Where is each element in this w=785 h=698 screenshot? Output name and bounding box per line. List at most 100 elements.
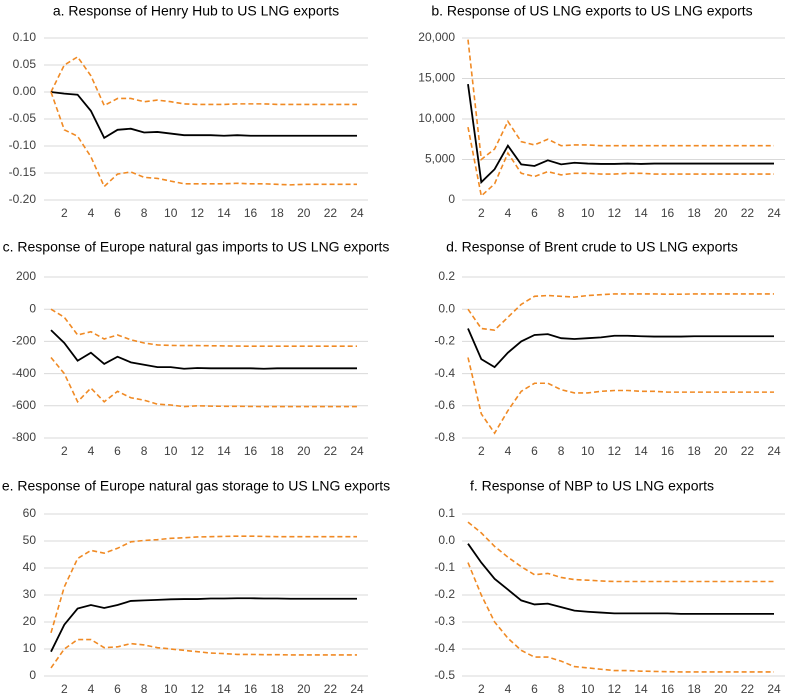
x-tick-label: 6 — [531, 206, 538, 220]
series-line — [50, 356, 357, 408]
x-tick-label: 18 — [687, 682, 701, 696]
x-tick-label: 10 — [581, 444, 595, 458]
x-tick-label: 14 — [634, 206, 648, 220]
x-tick-label: 2 — [478, 682, 485, 696]
y-tick-label: -600 — [12, 398, 36, 412]
y-tick-label: 20 — [23, 614, 37, 628]
x-tick-label: 2 — [478, 206, 485, 220]
x-tick-label: 8 — [141, 444, 148, 458]
series-line — [467, 328, 774, 369]
x-tick-label: 8 — [558, 206, 565, 220]
x-tick-label: 16 — [661, 206, 675, 220]
y-tick-label: -400 — [12, 366, 36, 380]
y-tick-label: -0.4 — [434, 366, 455, 380]
y-tick-label: -0.3 — [434, 614, 455, 628]
y-tick-label: -0.2 — [434, 587, 455, 601]
x-tick-label: 14 — [634, 444, 648, 458]
x-tick-label: 2 — [61, 444, 68, 458]
y-tick-label: -0.15 — [9, 165, 37, 179]
y-tick-label: -0.1 — [434, 560, 455, 574]
x-tick-label: 2 — [478, 444, 485, 458]
x-tick-label: 4 — [505, 444, 512, 458]
x-tick-label: 18 — [270, 682, 284, 696]
x-tick-label: 22 — [741, 206, 755, 220]
x-tick-label: 18 — [270, 206, 284, 220]
y-tick-label: -0.8 — [434, 430, 455, 444]
y-tick-label: 0.00 — [13, 84, 37, 98]
series-line — [467, 543, 774, 615]
chart-title: b. Response of US LNG exports to US LNG … — [431, 3, 752, 19]
x-tick-label: 14 — [217, 206, 231, 220]
y-tick-label: 10,000 — [418, 111, 455, 125]
x-tick-label: 12 — [191, 206, 205, 220]
series-line — [50, 597, 357, 653]
y-tick-label: 20,000 — [418, 30, 455, 44]
x-tick-label: 18 — [687, 206, 701, 220]
y-tick-label: -0.05 — [9, 111, 37, 125]
y-tick-label: -0.10 — [9, 138, 37, 152]
chart-title: f. Response of NBP to US LNG exports — [470, 478, 714, 494]
x-tick-label: 24 — [350, 444, 364, 458]
chart-title: d. Response of Brent crude to US LNG exp… — [446, 239, 738, 255]
y-tick-label: 0 — [29, 301, 36, 315]
x-tick-label: 20 — [714, 444, 728, 458]
y-tick-label: 10 — [23, 641, 37, 655]
y-tick-label: 15,000 — [418, 71, 455, 85]
x-tick-label: 10 — [581, 206, 595, 220]
series-line — [50, 535, 357, 634]
x-tick-label: 16 — [661, 444, 675, 458]
x-tick-label: 18 — [687, 444, 701, 458]
x-tick-label: 4 — [505, 682, 512, 696]
y-tick-label: 200 — [16, 269, 36, 283]
x-tick-label: 22 — [324, 682, 338, 696]
y-tick-label: -800 — [12, 430, 36, 444]
x-tick-label: 8 — [141, 206, 148, 220]
x-tick-label: 18 — [270, 444, 284, 458]
x-tick-label: 12 — [191, 444, 205, 458]
x-tick-label: 4 — [88, 444, 95, 458]
x-tick-label: 20 — [297, 682, 311, 696]
series-line — [50, 329, 357, 370]
x-tick-label: 6 — [114, 206, 121, 220]
series-line — [467, 521, 774, 583]
x-tick-label: 12 — [608, 682, 622, 696]
y-tick-label: 30 — [23, 587, 37, 601]
y-tick-label: -0.20 — [9, 192, 37, 206]
x-tick-label: 8 — [141, 682, 148, 696]
y-tick-label: -0.6 — [434, 398, 455, 412]
y-tick-label: 0.10 — [13, 30, 37, 44]
y-tick-label: 0 — [29, 668, 36, 682]
chart-title: c. Response of Europe natural gas import… — [3, 239, 390, 255]
x-tick-label: 2 — [61, 206, 68, 220]
x-tick-label: 10 — [581, 682, 595, 696]
x-tick-label: 14 — [634, 682, 648, 696]
series-line — [50, 91, 357, 188]
series-line — [50, 55, 357, 107]
x-tick-label: 4 — [505, 206, 512, 220]
y-tick-label: 0.05 — [13, 57, 37, 71]
series-line — [50, 638, 357, 669]
x-tick-label: 20 — [297, 444, 311, 458]
y-tick-label: 50 — [23, 533, 37, 547]
y-tick-label: 60 — [23, 506, 37, 520]
x-tick-label: 16 — [661, 682, 675, 696]
x-tick-label: 2 — [61, 682, 68, 696]
x-tick-label: 12 — [191, 682, 205, 696]
y-tick-label: 0.1 — [438, 506, 455, 520]
x-tick-label: 8 — [558, 682, 565, 696]
x-tick-label: 16 — [244, 682, 258, 696]
y-tick-label: 5,000 — [425, 152, 455, 166]
x-tick-label: 14 — [217, 682, 231, 696]
series-line — [467, 39, 774, 162]
series-line — [467, 293, 774, 331]
x-tick-label: 20 — [297, 206, 311, 220]
x-tick-label: 4 — [88, 206, 95, 220]
y-tick-label: -0.4 — [434, 641, 455, 655]
x-tick-label: 16 — [244, 206, 258, 220]
x-tick-label: 24 — [350, 206, 364, 220]
x-tick-label: 24 — [767, 682, 781, 696]
series-line — [467, 357, 774, 435]
y-tick-label: 0.0 — [438, 533, 455, 547]
x-tick-label: 22 — [741, 444, 755, 458]
x-tick-label: 10 — [164, 682, 178, 696]
